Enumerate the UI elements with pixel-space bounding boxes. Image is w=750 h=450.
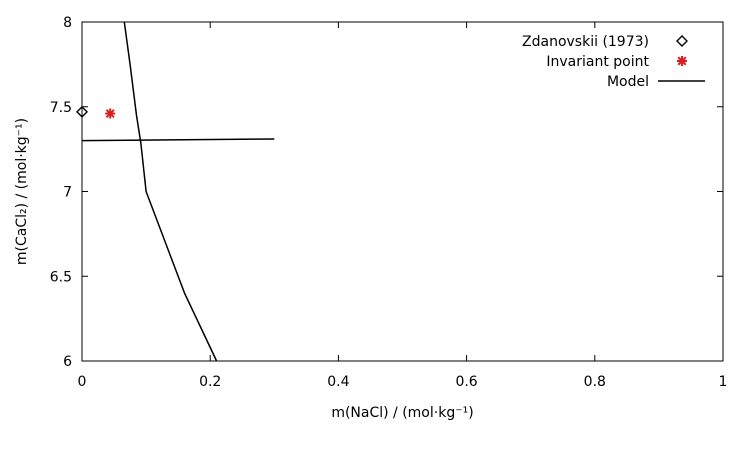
legend: Zdanovskii (1973) Invariant point Model [522,34,705,90]
y-tick-label: 6 [63,354,72,370]
x-tick-label: 0.2 [199,374,221,390]
chart-marks [76,21,275,362]
y-tick-label: 7 [63,185,72,201]
legend-marker [676,35,688,47]
y-tick-label: 7.5 [50,100,72,116]
y-axis-ticks: 6 6.5 7 7.5 8 [50,15,723,370]
invariant-point-point [105,108,116,119]
legend-label: Invariant point [546,54,649,70]
x-tick-label: 0 [78,374,87,390]
model-line [81,138,275,142]
x-tick-label: 1 [719,374,728,390]
y-tick-label: 8 [63,15,72,31]
y-axis-title: m(CaCl₂) / (mol·kg⁻¹) [14,118,30,265]
model-line [123,21,218,362]
x-tick-label: 0.8 [584,374,606,390]
x-tick-label: 0.4 [327,374,349,390]
legend-label: Zdanovskii (1973) [522,34,649,50]
y-tick-label: 6.5 [50,269,72,285]
legend-label: Model [607,74,649,90]
legend-marker [677,56,687,66]
x-axis-title: m(NaCl) / (mol·kg⁻¹) [331,405,473,421]
x-tick-label: 0.6 [455,374,477,390]
plot-frame [81,21,724,362]
x-axis-ticks: 0 0.2 0.4 0.6 0.8 1 [78,22,728,390]
